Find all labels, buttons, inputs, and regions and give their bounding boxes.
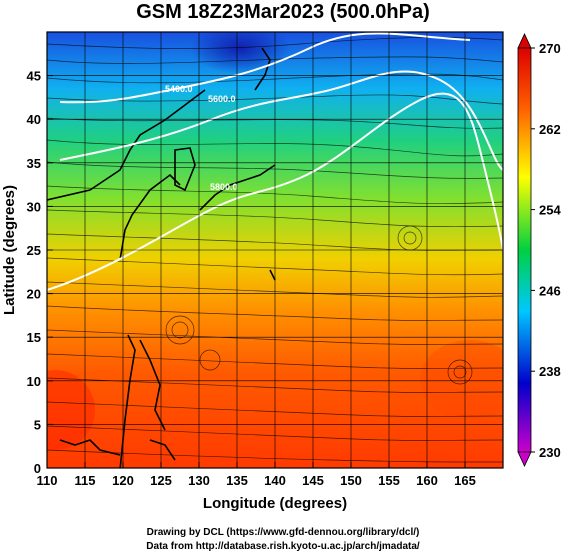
y-tick-label: 10: [27, 374, 41, 389]
x-tick-label: 150: [340, 473, 362, 488]
x-tick-label: 155: [378, 473, 400, 488]
y-tick-label: 20: [27, 287, 41, 302]
x-axis: 110 115 120 125 130 135 140 145 150 155 160 165: [37, 462, 476, 488]
colorbar-bottom-arrow: [517, 451, 532, 467]
credit-line-drawing: Drawing by DCL (https://www.gfd-dennou.o…: [146, 527, 420, 538]
x-tick-label: 165: [454, 473, 476, 488]
contour-label: 5400.0: [165, 84, 193, 94]
x-tick-label: 130: [188, 473, 210, 488]
colorbar-tick-label: 254: [539, 203, 561, 218]
y-axis: 0 5 10 15 20 25 30 35 40 45: [27, 69, 53, 476]
x-tick-label: 160: [416, 473, 438, 488]
y-tick-label: 30: [27, 199, 41, 214]
x-tick-label: 145: [302, 473, 324, 488]
x-axis-label: Longitude (degrees): [203, 495, 347, 512]
y-tick-label: 15: [27, 330, 41, 345]
y-tick-label: 5: [34, 417, 41, 432]
x-tick-label: 115: [75, 473, 96, 488]
map-title: GSM 18Z23Mar2023 (500.0hPa): [136, 1, 430, 23]
colorbar-top-arrow: [517, 33, 532, 49]
x-tick-label: 125: [150, 473, 172, 488]
colorbar: 270 262 254 246 238 230: [517, 33, 561, 467]
credit-line-data: Data from http://database.rish.kyoto-u.a…: [146, 541, 420, 552]
colorbar-tick-label: 246: [539, 283, 561, 298]
coastlines: [47, 47, 276, 468]
y-tick-label: 0: [34, 461, 41, 476]
colorbar-tick-label: 262: [539, 122, 561, 137]
cold-core: [190, 32, 290, 74]
colorbar-tick-label: 238: [539, 364, 561, 379]
y-axis-label: Latitude (degrees): [1, 185, 18, 315]
colorbar-tick-label: 270: [539, 41, 561, 56]
y-tick-label: 35: [27, 156, 41, 171]
colorbar-tick-label: 230: [539, 445, 561, 460]
y-tick-label: 45: [27, 69, 41, 84]
gridlines: [47, 32, 503, 468]
colorbar-scale: [517, 47, 532, 453]
streamlines: [47, 37, 503, 463]
credits: Drawing by DCL (https://www.gfd-dennou.o…: [0, 526, 566, 554]
contour-label: 5600.0: [208, 94, 236, 104]
contour-labels: 5400.0 5600.0 5800.0: [165, 84, 238, 192]
x-tick-label: 140: [264, 473, 286, 488]
y-tick-label: 25: [27, 243, 41, 258]
contour-label: 5800.0: [210, 182, 238, 192]
x-tick-label: 135: [226, 473, 248, 488]
y-tick-label: 40: [27, 112, 41, 127]
x-tick-label: 110: [37, 473, 58, 488]
x-tick-label: 120: [112, 473, 134, 488]
